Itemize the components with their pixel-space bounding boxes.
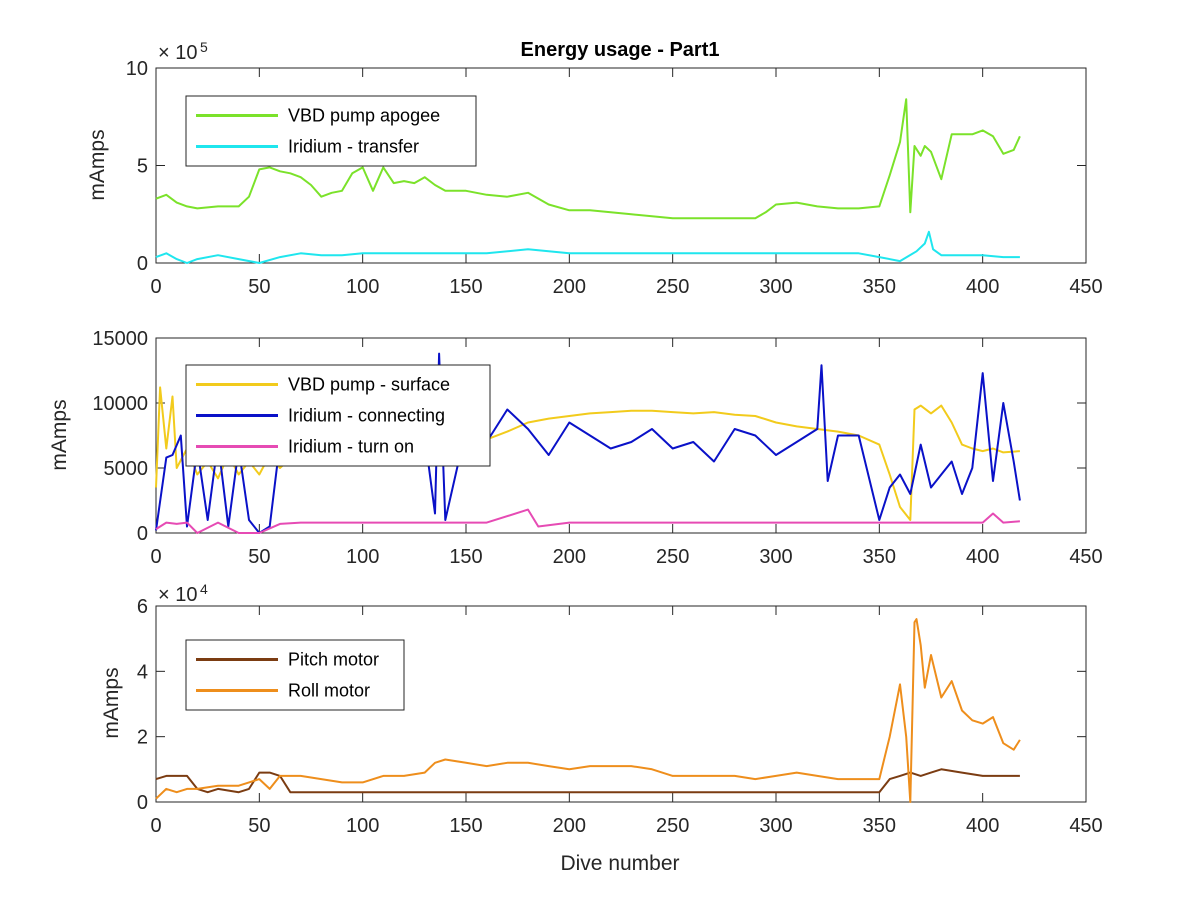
legend-box [185,95,477,167]
y-exponent-power: 5 [200,39,208,55]
x-tick-label: 350 [863,276,896,298]
plot-area [155,98,1021,264]
x-tick-label: 100 [346,815,379,837]
legend-label: Iridium - turn on [288,437,414,457]
x-axis-label: Dive number [560,852,679,875]
series-line-iridium-turn-on [155,508,1020,534]
x-tick-label: 200 [553,276,586,298]
series-line-iridium-transfer [155,230,1020,264]
legend: Pitch motor Roll motor [185,639,405,711]
tick-group: 0 50 100 150 200 250 300 350 400 450 0 5000 10000 150… [92,328,1102,568]
plot-area [155,618,1021,803]
series-line-vbd-pump-apogee [155,98,1021,220]
tick-group: 0 50 100 150 200 250 300 350 400 450 0 2 4 6 [137,596,1103,837]
y-tick-label: 6 [137,596,148,618]
x-tick-label: 250 [656,815,689,837]
chart-title: Energy usage - Part1 [521,39,720,61]
x-tick-label: 300 [759,276,792,298]
y-axis-label: mAmps [48,399,71,470]
legend-label: Iridium - transfer [288,137,419,157]
legend: VBD pump apogee Iridium - transfer [185,95,477,167]
series-line-roll-motor [155,618,1021,803]
x-tick-label: 100 [346,546,379,568]
y-tick-label: 10000 [92,393,148,415]
x-tick-label: 50 [248,546,270,568]
x-tick-label: 350 [863,546,896,568]
axes-frame [155,605,1087,803]
y-tick-label: 10 [126,58,148,80]
y-exponent-base: × 10 [158,584,197,606]
x-tick-label: 300 [759,815,792,837]
y-axis-label: mAmps [86,129,109,200]
x-tick-label: 300 [759,546,792,568]
x-tick-label: 150 [449,276,482,298]
x-tick-label: 0 [150,815,161,837]
x-tick-label: 0 [150,276,161,298]
y-tick-label: 0 [137,523,148,545]
y-tick-label: 4 [137,661,148,683]
y-exponent-base: × 10 [158,42,197,64]
y-tick-label: 0 [137,792,148,814]
x-tick-label: 450 [1069,276,1102,298]
x-tick-label: 150 [449,546,482,568]
panel-energy-surface: mAmps 0 50 100 150 200 250 300 350 400 450 0 5000 10… [48,328,1103,568]
y-axis-label: mAmps [100,667,123,738]
x-tick-label: 400 [966,276,999,298]
x-tick-label: 200 [553,546,586,568]
axes-frame [155,337,1087,534]
x-tick-label: 100 [346,276,379,298]
x-tick-label: 50 [248,276,270,298]
tick-group: 0 50 100 150 200 250 300 350 400 450 0 5 10 [126,58,1103,298]
legend: VBD pump - surface Iridium - connecting Ir… [185,364,491,467]
legend-label: Roll motor [288,681,370,701]
x-tick-label: 250 [656,546,689,568]
x-tick-label: 450 [1069,546,1102,568]
y-tick-label: 5 [137,156,148,178]
x-tick-label: 200 [553,815,586,837]
x-tick-label: 50 [248,815,270,837]
x-tick-label: 250 [656,276,689,298]
legend-box [185,639,405,711]
legend-label: Pitch motor [288,650,379,670]
x-tick-label: 0 [150,546,161,568]
x-tick-label: 350 [863,815,896,837]
legend-label: VBD pump - surface [288,375,450,395]
panel-energy-apogee: × 10 5 mAmps 0 50 100 150 200 250 300 350 400 450… [86,39,1103,298]
y-tick-label: 5000 [104,458,149,480]
x-tick-label: 450 [1069,815,1102,837]
series-line-iridium-connecting [155,352,1021,534]
y-exponent-power: 4 [200,581,208,597]
y-tick-label: 2 [137,727,148,749]
x-tick-label: 400 [966,546,999,568]
series-line-pitch-motor [155,768,1020,794]
x-tick-label: 150 [449,815,482,837]
legend-label: VBD pump apogee [288,106,440,126]
x-tick-label: 400 [966,815,999,837]
panel-energy-motors: × 10 4 mAmps Dive number 0 50 100 150 200 250… [100,581,1103,875]
y-tick-label: 15000 [92,328,148,350]
legend-label: Iridium - connecting [288,406,445,426]
y-tick-label: 0 [137,253,148,275]
